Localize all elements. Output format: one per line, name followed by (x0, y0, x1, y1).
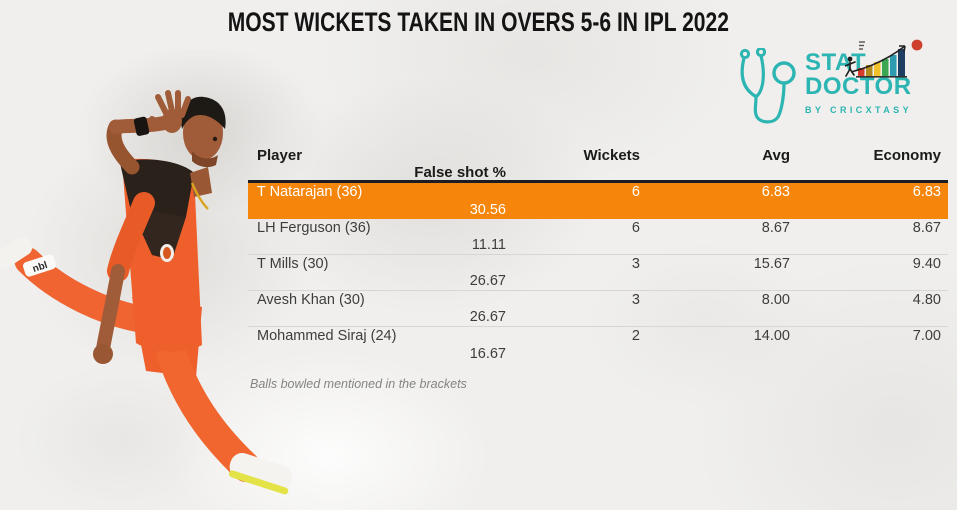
cell-player: T Natarajan (36) (257, 184, 363, 200)
cricket-ball-icon (911, 39, 923, 51)
column-header-avg: Avg (762, 147, 790, 164)
jersey-sponsor-text: nbl (31, 260, 49, 275)
bowler-photo: nbl (0, 90, 293, 495)
column-header-player: Player (257, 147, 303, 164)
page-title: MOST WICKETS TAKEN IN OVERS 5-6 IN IPL 2… (227, 7, 730, 37)
cell-avg: 15.67 (753, 255, 790, 272)
cell-player: LH Ferguson (36) (257, 219, 371, 236)
column-header-false-shot: False shot % (414, 164, 506, 181)
bowler-right-forearm (96, 264, 125, 356)
cell-wickets: 6 (631, 184, 640, 200)
footnote: Balls bowled mentioned in the brackets (250, 377, 467, 391)
cell-false-shot: 11.11 (471, 237, 506, 254)
cell-wickets: 3 (631, 255, 640, 272)
brand-logo: STAT DOCTOR BY CRICXTASY (733, 39, 948, 124)
bowler-fist (93, 344, 113, 364)
table-row: T Mills (30) 3 15.67 9.40 26.67 (248, 255, 948, 291)
column-header-wickets: Wickets (583, 147, 640, 164)
column-header-economy: Economy (873, 147, 941, 164)
cell-false-shot: 26.67 (469, 309, 506, 326)
team-crest (160, 244, 174, 262)
brand-tagline: BY CRICXTASY (805, 104, 912, 115)
wristband (133, 116, 150, 136)
table-row: T Natarajan (36) 6 6.83 6.83 30.56 (248, 183, 948, 219)
table-row: Avesh Khan (30) 3 8.00 4.80 26.67 (248, 291, 948, 327)
cell-player: T Mills (30) (257, 255, 329, 272)
table-header-divider (248, 180, 948, 183)
bowler-back-shoe (0, 237, 33, 270)
bowler-open-hand (149, 90, 191, 133)
table-row: Mohammed Siraj (24) 2 14.00 7.00 16.67 (248, 327, 948, 363)
cell-economy: 4.80 (912, 291, 941, 308)
cell-wickets: 2 (631, 328, 640, 344)
bowler-front-leg (157, 340, 261, 482)
cell-avg: 6.83 (761, 184, 790, 200)
bowler-hair (181, 96, 226, 129)
stethoscope-icon (739, 48, 796, 124)
cell-player: Avesh Khan (30) (257, 291, 365, 308)
bowler-face (183, 106, 223, 160)
bowler-eye (212, 136, 218, 142)
jersey-sponsor-patch: nbl (23, 254, 57, 277)
stick-figure-icon (845, 56, 856, 77)
bowler-front-shoe (228, 453, 293, 495)
cell-economy: 8.67 (912, 219, 941, 236)
growth-chart-icon (845, 39, 923, 78)
bowler-jaw-shadow (192, 151, 218, 168)
cell-wickets: 6 (631, 219, 640, 236)
cell-avg: 14.00 (753, 328, 790, 344)
cell-false-shot: 26.67 (469, 273, 506, 290)
bowler-neck (190, 167, 212, 197)
table-row: LH Ferguson (36) 6 8.67 8.67 11.11 (248, 219, 948, 255)
cell-false-shot: 30.56 (469, 202, 506, 218)
cell-false-shot: 16.67 (469, 346, 506, 362)
cell-avg: 8.00 (761, 291, 790, 308)
cell-economy: 6.83 (912, 184, 941, 200)
cell-economy: 9.40 (912, 255, 941, 272)
cell-economy: 7.00 (912, 328, 941, 344)
table-header-row: Player Wickets Avg Economy False shot % (248, 147, 948, 181)
cell-avg: 8.67 (761, 219, 790, 236)
cell-wickets: 3 (631, 291, 640, 308)
brand-name-doctor: DOCTOR (805, 73, 912, 101)
gold-chain (190, 182, 209, 210)
stats-table: Player Wickets Avg Economy False shot % … (248, 147, 948, 363)
cell-player: Mohammed Siraj (24) (257, 328, 397, 344)
